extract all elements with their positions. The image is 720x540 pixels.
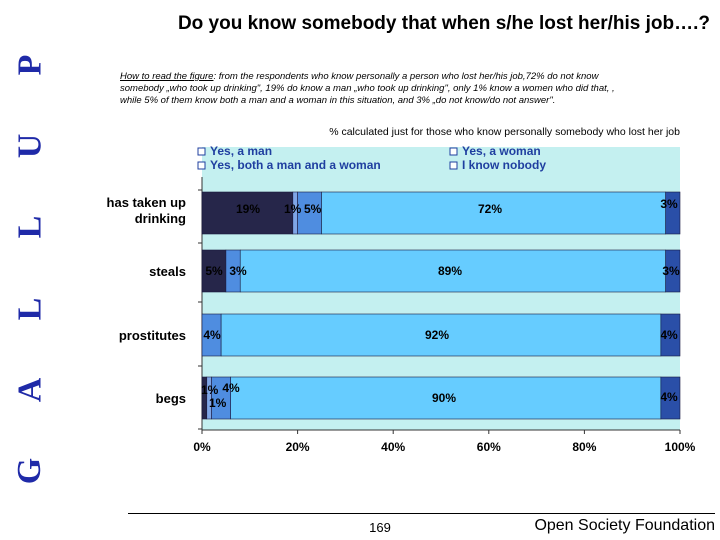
data-label: 90% — [432, 391, 456, 405]
page-number: 169 — [369, 520, 391, 535]
legend-entry: Yes, a man — [210, 144, 272, 158]
data-label: 1% — [201, 383, 219, 397]
legend-marker — [449, 161, 458, 170]
data-label: 92% — [425, 328, 449, 342]
legend-entry: Yes, a woman — [462, 144, 541, 158]
bar-know-nobody — [230, 376, 662, 420]
bar-dkna — [660, 313, 681, 357]
data-label: 4% — [660, 390, 678, 404]
bar-dkna — [660, 376, 681, 420]
footer-organization: Open Society Foundation — [534, 517, 715, 534]
bar-know-nobody — [239, 249, 666, 293]
how-to-read-body: : from the respondents who know personal… — [120, 71, 615, 106]
bar-dkna — [665, 249, 681, 293]
x-tick-label: 60% — [477, 440, 501, 454]
data-label: 19% — [236, 202, 260, 216]
footer-divider — [128, 513, 715, 514]
data-label: 1% — [284, 202, 302, 216]
data-label: 89% — [438, 264, 462, 278]
data-label: 5% — [304, 202, 322, 216]
how-to-read-text: How to read the figure: from the respond… — [120, 71, 620, 107]
legend-marker — [197, 161, 206, 170]
data-label: 72% — [478, 202, 502, 216]
bar-dkna — [665, 191, 681, 235]
data-label: 4% — [660, 328, 678, 342]
data-label: 1% — [209, 396, 227, 410]
legend-entry: Yes, both a man and a woman — [210, 158, 381, 172]
legend-entry: I know nobody — [462, 158, 546, 172]
data-label: 3% — [662, 264, 680, 278]
category-label: begs — [156, 391, 186, 406]
x-tick-label: 80% — [572, 440, 596, 454]
category-label: prostitutes — [119, 328, 186, 343]
legend-marker — [197, 147, 206, 156]
category-label: steals — [149, 264, 186, 279]
x-tick-label: 100% — [665, 440, 696, 454]
calculation-note: % calculated just for those who know per… — [329, 126, 680, 138]
bar-yes-man — [201, 191, 294, 235]
category-label: drinking — [135, 211, 186, 226]
data-label: 3% — [229, 264, 247, 278]
x-tick-label: 20% — [286, 440, 310, 454]
bar-know-nobody — [220, 313, 662, 357]
data-label: 4% — [203, 328, 221, 342]
x-tick-label: 40% — [381, 440, 405, 454]
bar-know-nobody — [321, 191, 666, 235]
slide-title: Do you know somebody that when s/he lost… — [177, 13, 710, 34]
legend-marker — [449, 147, 458, 156]
x-tick-label: 0% — [193, 440, 211, 454]
data-label: 4% — [222, 381, 240, 395]
data-label: 5% — [205, 264, 223, 278]
category-label: has taken up — [107, 195, 187, 210]
how-to-read-label: How to read the figure — [120, 71, 214, 82]
data-label: 3% — [660, 197, 678, 211]
